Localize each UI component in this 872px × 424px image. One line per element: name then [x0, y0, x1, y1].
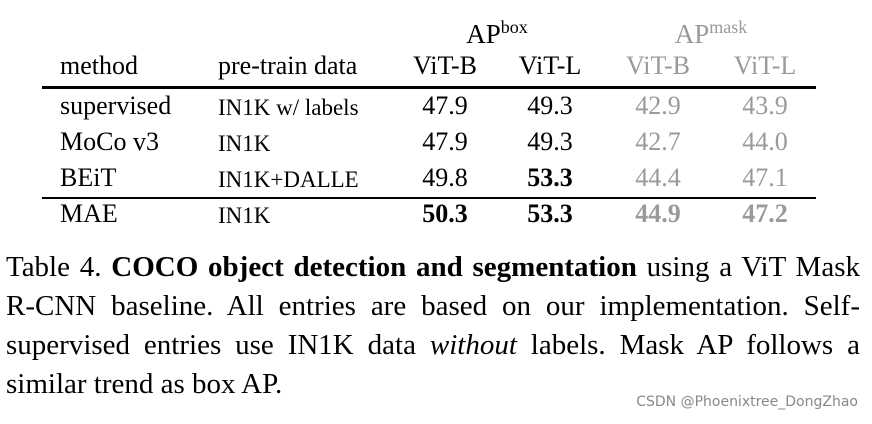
cell: 53.3 — [527, 199, 573, 228]
cell: IN1K+DALLE — [218, 167, 359, 192]
caption-part: using a ViT Mask R-CNN baseline. All ent… — [6, 251, 860, 361]
group-header: APbox — [466, 12, 528, 49]
caption-part: Table 4. — [6, 251, 112, 283]
group-sup: mask — [709, 17, 748, 37]
cell: 49.3 — [527, 127, 573, 156]
row-rule — [42, 197, 816, 199]
cell: 42.9 — [635, 91, 681, 120]
column-header: method — [60, 51, 138, 80]
watermark: CSDN @Phoenixtree_DongZhao — [636, 394, 858, 410]
cell: 43.9 — [742, 91, 788, 120]
cell: 49.3 — [527, 91, 573, 120]
group-label: AP — [466, 19, 501, 49]
caption-part: labels. Mask AP follows a similar trend … — [6, 329, 860, 400]
group-header: APmask — [675, 12, 748, 49]
cell: MoCo v3 — [60, 127, 159, 156]
cell: 47.9 — [422, 127, 468, 156]
cell: IN1K — [218, 203, 271, 228]
cell: 44.4 — [635, 163, 681, 192]
cell: 49.8 — [422, 163, 468, 192]
cell: 42.7 — [635, 127, 681, 156]
column-header: pre-train data — [218, 51, 358, 80]
caption-part: COCO object detection and segmentation — [111, 251, 637, 283]
cell: 44.0 — [742, 127, 788, 156]
column-header: ViT-L — [518, 51, 582, 80]
cell: MAE — [60, 199, 118, 228]
column-header: ViT-L — [733, 51, 797, 80]
cell: supervised — [60, 91, 172, 120]
cell: 44.9 — [635, 199, 681, 228]
cell: 50.3 — [422, 199, 468, 228]
cell: IN1K w/ labels — [218, 95, 359, 120]
cell: 47.2 — [742, 199, 788, 228]
column-header: ViT-B — [626, 51, 690, 80]
cell: IN1K — [218, 131, 271, 156]
caption: Table 4. COCO object detection and segme… — [6, 248, 860, 404]
group-sup: box — [500, 17, 528, 37]
column-header: ViT-B — [413, 51, 477, 80]
cell: BEiT — [60, 163, 117, 192]
header-rule — [42, 86, 816, 89]
caption-part: without — [429, 329, 517, 361]
cell: 47.1 — [742, 163, 788, 192]
cell: 53.3 — [527, 163, 573, 192]
cell: 47.9 — [422, 91, 468, 120]
group-label: AP — [674, 19, 710, 49]
